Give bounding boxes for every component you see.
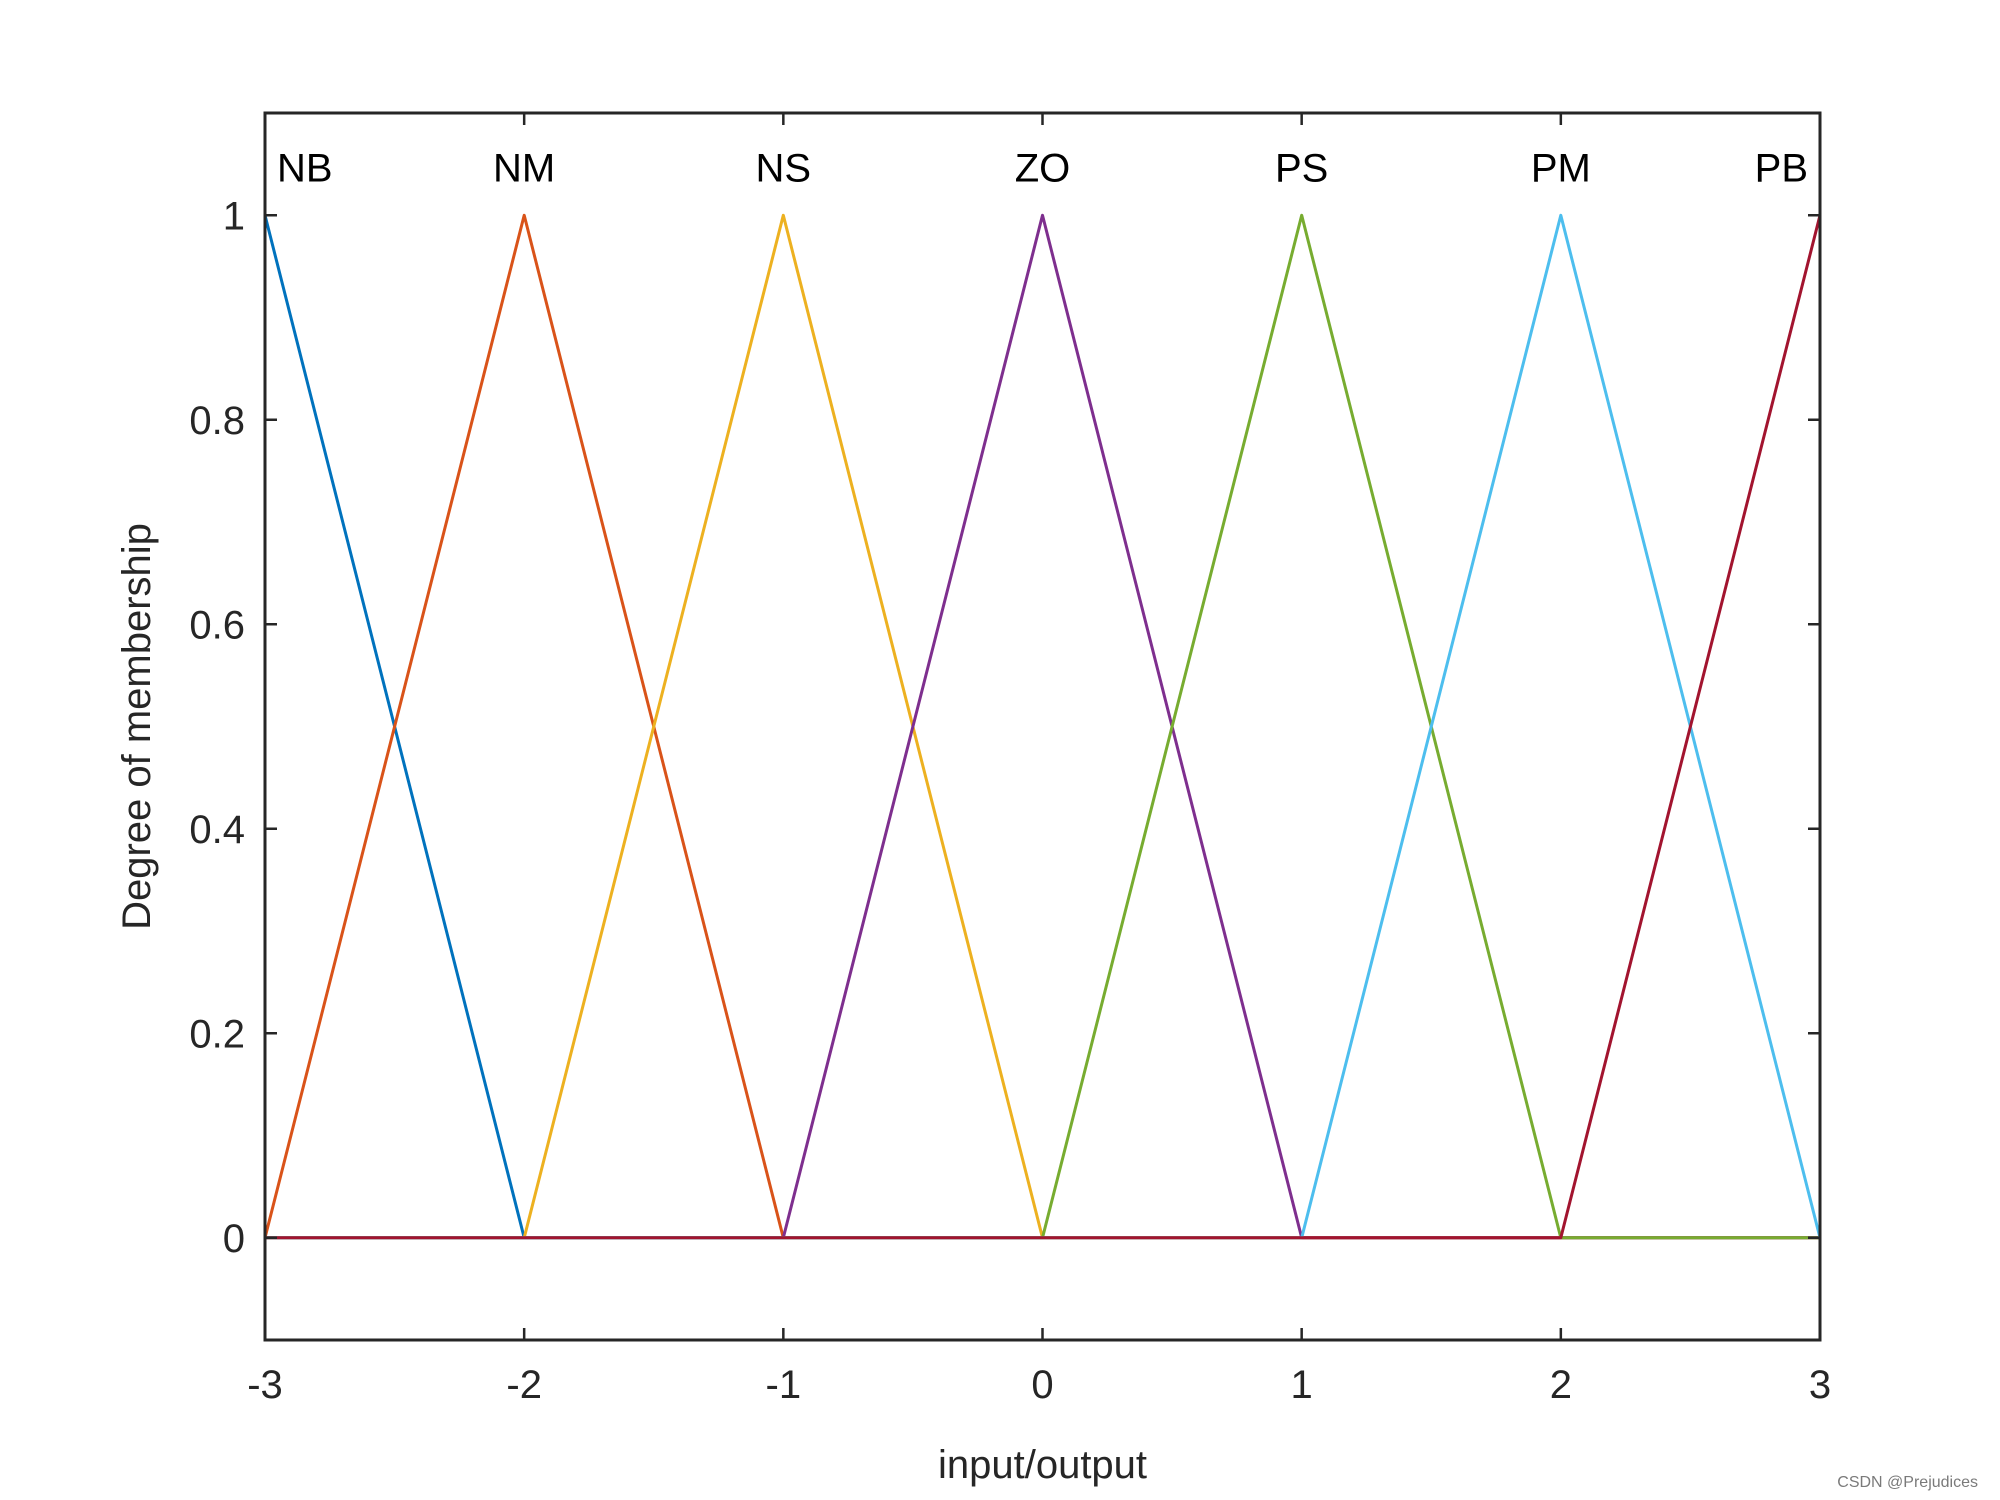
tick-labels: -3 -2 -1 0 1 2 3 0 0.2 0.4 0.6 0.8 1 bbox=[189, 194, 1831, 1407]
y-axis-label: Degree of membership bbox=[115, 523, 159, 930]
mf-label-pb: PB bbox=[1755, 146, 1808, 190]
axis-ticks bbox=[263, 113, 1822, 1340]
mf-label-nb: NB bbox=[277, 146, 333, 190]
series-line-nm bbox=[263, 213, 1820, 1240]
y-tick-label: 0.8 bbox=[189, 399, 245, 443]
series-line-pb bbox=[265, 214, 1822, 1240]
mf-label-nm: NM bbox=[493, 146, 555, 190]
y-tick-label: 0.6 bbox=[189, 603, 245, 647]
y-tick-label: 0 bbox=[223, 1217, 245, 1261]
series-line-zo bbox=[265, 213, 1820, 1240]
mf-label-ns: NS bbox=[756, 146, 812, 190]
x-tick-label: 2 bbox=[1550, 1363, 1572, 1407]
y-tick-label: 1 bbox=[223, 194, 245, 238]
mf-label-zo: ZO bbox=[1015, 146, 1071, 190]
x-tick-label: 1 bbox=[1291, 1363, 1313, 1407]
membership-lines bbox=[263, 213, 1822, 1240]
x-tick-label: -3 bbox=[247, 1363, 283, 1407]
series-line-ps bbox=[265, 213, 1820, 1240]
membership-labels: NB NM NS ZO PS PM PB bbox=[277, 146, 1808, 190]
x-tick-label: 0 bbox=[1031, 1363, 1053, 1407]
axes-box bbox=[263, 111, 1822, 1342]
series-line-nb bbox=[263, 214, 1820, 1240]
mf-label-pm: PM bbox=[1531, 146, 1591, 190]
x-tick-label: 3 bbox=[1809, 1363, 1831, 1407]
series-line-ns bbox=[265, 213, 1820, 1240]
watermark: CSDN @Prejudices bbox=[1837, 1474, 1978, 1491]
x-tick-label: -1 bbox=[766, 1363, 802, 1407]
mf-label-ps: PS bbox=[1275, 146, 1328, 190]
x-axis-label: input/output bbox=[938, 1443, 1147, 1487]
x-tick-label: -2 bbox=[506, 1363, 542, 1407]
y-tick-label: 0.4 bbox=[189, 808, 245, 852]
y-tick-label: 0.2 bbox=[189, 1012, 245, 1056]
series-line-pm bbox=[265, 213, 1822, 1240]
